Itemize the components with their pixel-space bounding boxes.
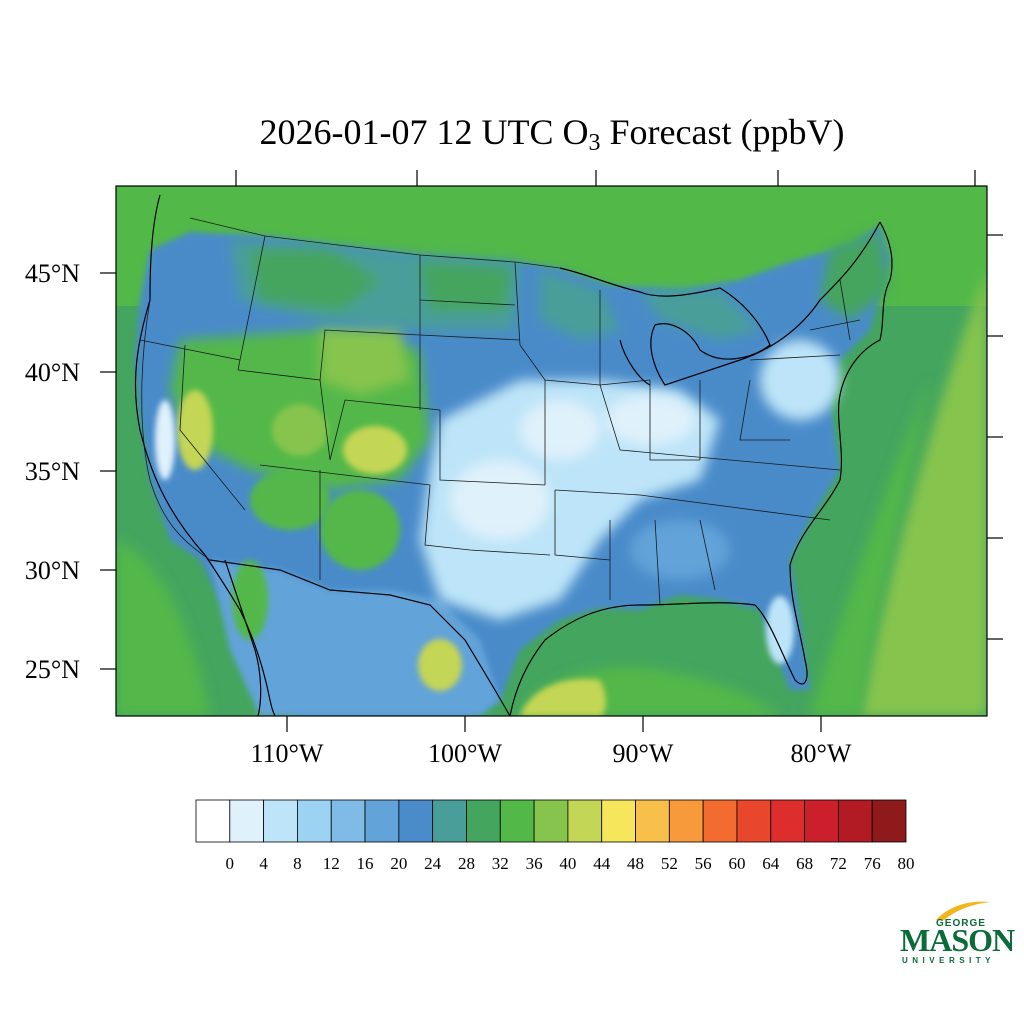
colorbar-swatch bbox=[668, 799, 704, 843]
logo-university: UNIVERSITY bbox=[902, 956, 996, 965]
colorbar-swatch bbox=[229, 799, 265, 843]
atlantic-band bbox=[860, 270, 987, 716]
colorbar-label: 32 bbox=[492, 854, 509, 873]
lakes-fill bbox=[640, 290, 760, 340]
dakota-fill bbox=[420, 262, 510, 310]
colorbar-label: 24 bbox=[424, 854, 442, 873]
colorbar-label: 4 bbox=[259, 854, 268, 873]
map-field bbox=[116, 186, 987, 716]
lon-label: 80°W bbox=[791, 739, 852, 768]
top-ticks bbox=[235, 170, 976, 186]
lon-label: 110°W bbox=[251, 739, 324, 768]
swoosh-icon bbox=[936, 901, 990, 920]
new-mexico-fill bbox=[320, 490, 400, 570]
mexico-hotspot bbox=[418, 639, 462, 691]
colorbar-label: 72 bbox=[830, 854, 847, 873]
colorbar-label: 76 bbox=[864, 854, 881, 873]
colorbar-swatch bbox=[567, 799, 603, 843]
colorbar-label: 12 bbox=[323, 854, 340, 873]
left-ticks bbox=[100, 272, 116, 670]
colorbar-swatch bbox=[804, 799, 839, 843]
wyoming-fill bbox=[320, 330, 410, 395]
arizona-fill bbox=[250, 470, 330, 530]
colorbar-label: 56 bbox=[695, 854, 712, 873]
map-title: 2026-01-07 12 UTC O3 Forecast (ppbV) bbox=[259, 112, 845, 156]
colorbar-label: 40 bbox=[559, 854, 576, 873]
florida-low bbox=[766, 596, 794, 664]
texas-low bbox=[450, 460, 550, 540]
gulf-hotspot bbox=[520, 679, 606, 716]
colorbar-label: 64 bbox=[762, 854, 780, 873]
logo-mason: MASON bbox=[900, 922, 1015, 958]
state-boundaries bbox=[139, 217, 861, 606]
colorbar-swatch bbox=[837, 799, 873, 843]
logo-george: GEORGE bbox=[936, 918, 986, 929]
lat-label: 30°N bbox=[25, 556, 80, 585]
colorbar-swatch bbox=[736, 799, 772, 843]
colorbar-swatch bbox=[432, 799, 467, 843]
bottom-ticks bbox=[286, 716, 822, 732]
colorbar-label: 28 bbox=[458, 854, 475, 873]
colorbar-swatch bbox=[702, 799, 738, 843]
missouri-low bbox=[520, 400, 600, 460]
colorbar-label: 0 bbox=[226, 854, 235, 873]
pacific-fill bbox=[116, 540, 210, 716]
lat-label: 25°N bbox=[25, 655, 80, 684]
colorbar-swatch bbox=[466, 799, 501, 843]
latitude-labels: 45°N 40°N 35°N 30°N 25°N bbox=[25, 259, 80, 684]
lat-label: 40°N bbox=[25, 358, 80, 387]
colorbar-label: 68 bbox=[796, 854, 813, 873]
montana-fill bbox=[250, 250, 380, 310]
colorbar-label: 8 bbox=[293, 854, 302, 873]
map-frame bbox=[115, 185, 988, 717]
baja-fill bbox=[232, 560, 268, 640]
colorbar-swatch bbox=[195, 799, 231, 843]
colorbar-swatch bbox=[635, 799, 670, 843]
colorbar-label: 52 bbox=[661, 854, 678, 873]
southeast-fill bbox=[630, 520, 730, 580]
gmu-logo: GEORGE MASON UNIVERSITY bbox=[898, 898, 1015, 970]
colorbar-label: 60 bbox=[728, 854, 745, 873]
colorbar-label: 36 bbox=[526, 854, 543, 873]
colorbar: 0 4 8 12 16 20 24 28 32 36 40 44 48 52 56 60 64 68 72 76 80 bbox=[195, 799, 915, 873]
new-england-fill bbox=[820, 230, 890, 320]
colorbar-swatch bbox=[871, 799, 907, 843]
colorbar-label: 20 bbox=[390, 854, 407, 873]
colorado-hotspot bbox=[343, 426, 407, 474]
right-ticks bbox=[987, 234, 1003, 640]
colorbar-swatch bbox=[770, 799, 805, 843]
longitude-labels: 110°W 100°W 90°W 80°W bbox=[251, 739, 852, 768]
northeast-low bbox=[760, 340, 840, 420]
colorbar-swatch bbox=[330, 799, 366, 843]
coastlines bbox=[134, 194, 893, 716]
colorbar-swatch bbox=[297, 799, 332, 843]
colorbar-label: 44 bbox=[593, 854, 611, 873]
lon-label: 100°W bbox=[428, 739, 502, 768]
colorbar-swatch bbox=[533, 799, 569, 843]
atlantic-band-2 bbox=[810, 380, 930, 716]
california-low bbox=[155, 400, 175, 480]
colorbar-label: 80 bbox=[898, 854, 915, 873]
colorbar-swatch bbox=[263, 799, 298, 843]
lat-label: 35°N bbox=[25, 457, 80, 486]
colorbar-label: 16 bbox=[357, 854, 374, 873]
colorbar-swatch bbox=[364, 799, 400, 843]
lon-label: 90°W bbox=[613, 739, 674, 768]
lat-label: 45°N bbox=[25, 259, 80, 288]
utah-hotspot bbox=[272, 404, 328, 456]
nevada-hotspot bbox=[177, 390, 213, 470]
colorbar-swatch bbox=[499, 799, 535, 843]
colorbar-swatch bbox=[398, 799, 434, 843]
colorbar-label: 48 bbox=[627, 854, 644, 873]
colorbar-swatch bbox=[601, 799, 636, 843]
